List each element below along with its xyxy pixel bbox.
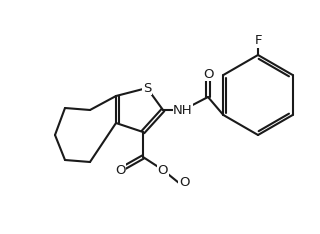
Text: O: O <box>179 176 189 190</box>
Text: F: F <box>254 34 262 48</box>
Text: O: O <box>158 164 168 176</box>
Text: O: O <box>115 164 125 176</box>
Text: O: O <box>203 67 213 80</box>
Text: S: S <box>143 81 151 95</box>
Text: NH: NH <box>173 103 193 117</box>
